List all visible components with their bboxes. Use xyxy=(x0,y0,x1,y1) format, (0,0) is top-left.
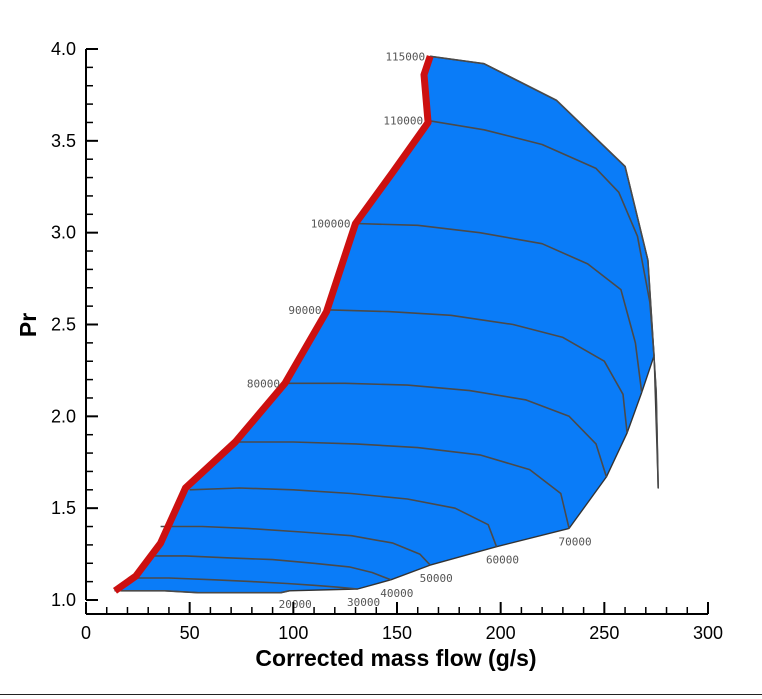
speed-label-80000: 80000 xyxy=(247,377,280,390)
operating-map-region xyxy=(114,55,659,594)
speed-label-60000-bottom: 60000 xyxy=(486,554,519,567)
speed-label-20000-bottom: 20000 xyxy=(279,598,312,611)
speed-line-90000 xyxy=(326,309,628,433)
x-tick-label: 150 xyxy=(382,623,412,643)
y-tick-label: 1.0 xyxy=(51,590,76,610)
x-tick-label: 50 xyxy=(180,623,200,643)
y-tick-label: 3.0 xyxy=(51,223,76,243)
surge-line xyxy=(112,55,434,594)
y-tick-label: 1.5 xyxy=(51,498,76,518)
y-axis-title: Pr xyxy=(15,313,41,337)
y-tick-label: 2.0 xyxy=(51,406,76,426)
x-tick-label: 300 xyxy=(693,623,723,643)
y-tick-label: 4.0 xyxy=(51,39,76,59)
bottom-divider xyxy=(0,694,762,695)
speed-line-40000 xyxy=(150,555,392,581)
x-tick-label: 0 xyxy=(81,623,91,643)
speed-line-70000 xyxy=(235,441,570,529)
x-tick-label: 100 xyxy=(278,623,308,643)
speed-line-50000 xyxy=(160,525,431,566)
axes: 1.0 1.5 2.0 2.5 3.0 3.5 4.0 0 50 100 150 200 250 300 xyxy=(51,39,723,643)
speed-line-110000 xyxy=(427,119,655,356)
speed-label-30000-bottom: 30000 xyxy=(347,596,380,609)
x-tick-label: 250 xyxy=(589,623,619,643)
speed-line-20000 xyxy=(121,589,290,594)
speed-label-90000: 90000 xyxy=(288,304,321,317)
y-tick-label: 2.5 xyxy=(51,315,76,335)
plot-area: 80000 90000 100000 110000 115000 20000 3000040… xyxy=(112,50,659,611)
speed-label-110000: 110000 xyxy=(383,115,423,128)
x-tick-label: 200 xyxy=(486,623,516,643)
speed-label-100000: 100000 xyxy=(311,218,351,231)
y-tick-label: 3.5 xyxy=(51,131,76,151)
x-axis-title: Corrected mass flow (g/s) xyxy=(255,645,536,671)
speed-label-115000: 115000 xyxy=(385,50,425,63)
speed-line-100000 xyxy=(355,222,643,393)
speed-line-30000 xyxy=(135,577,358,590)
speed-line-80000 xyxy=(285,382,608,478)
speed-label-70000-bottom: 70000 xyxy=(559,535,592,548)
speed-label-50000-bottom: 50000 xyxy=(420,572,453,585)
speed-line-60000 xyxy=(189,487,498,547)
speed-line-115000 xyxy=(430,55,659,489)
speed-label-40000-bottom: 40000 xyxy=(380,587,413,600)
